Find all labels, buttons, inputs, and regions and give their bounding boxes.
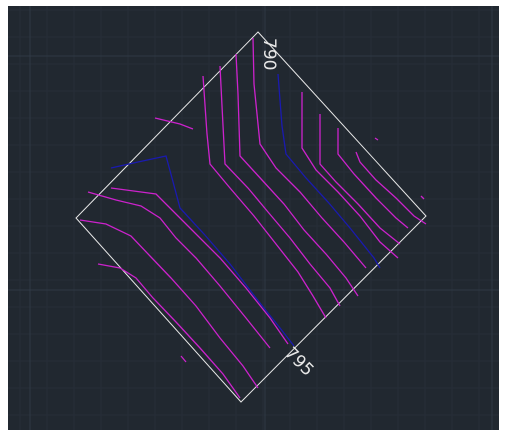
contour-lines xyxy=(79,37,427,399)
contour-label-795[interactable]: 795 xyxy=(280,343,317,380)
contour-line[interactable] xyxy=(235,53,359,297)
contour-line[interactable] xyxy=(180,355,187,363)
contour-line[interactable] xyxy=(420,195,425,200)
contour-line[interactable] xyxy=(97,263,241,399)
contour-line[interactable] xyxy=(219,65,341,307)
contour-line[interactable] xyxy=(79,219,259,389)
drawing-canvas[interactable]: 790 795 xyxy=(8,6,499,430)
contour-line[interactable] xyxy=(355,151,427,225)
contour-label-790[interactable]: 790 xyxy=(259,38,279,70)
contour-line[interactable] xyxy=(337,128,409,229)
contour-line[interactable] xyxy=(110,155,295,347)
contour-line[interactable] xyxy=(87,191,271,349)
drawing-viewport[interactable]: 790 795 xyxy=(8,6,499,430)
contour-line[interactable] xyxy=(110,187,289,345)
contour-line[interactable] xyxy=(301,92,399,259)
contour-line[interactable] xyxy=(252,37,367,269)
site-boundary[interactable] xyxy=(75,31,427,403)
contour-line[interactable] xyxy=(154,117,194,130)
contour-line[interactable] xyxy=(374,137,379,141)
contour-line[interactable] xyxy=(277,73,381,269)
contour-line[interactable] xyxy=(202,75,327,319)
contour-line[interactable] xyxy=(319,114,401,245)
